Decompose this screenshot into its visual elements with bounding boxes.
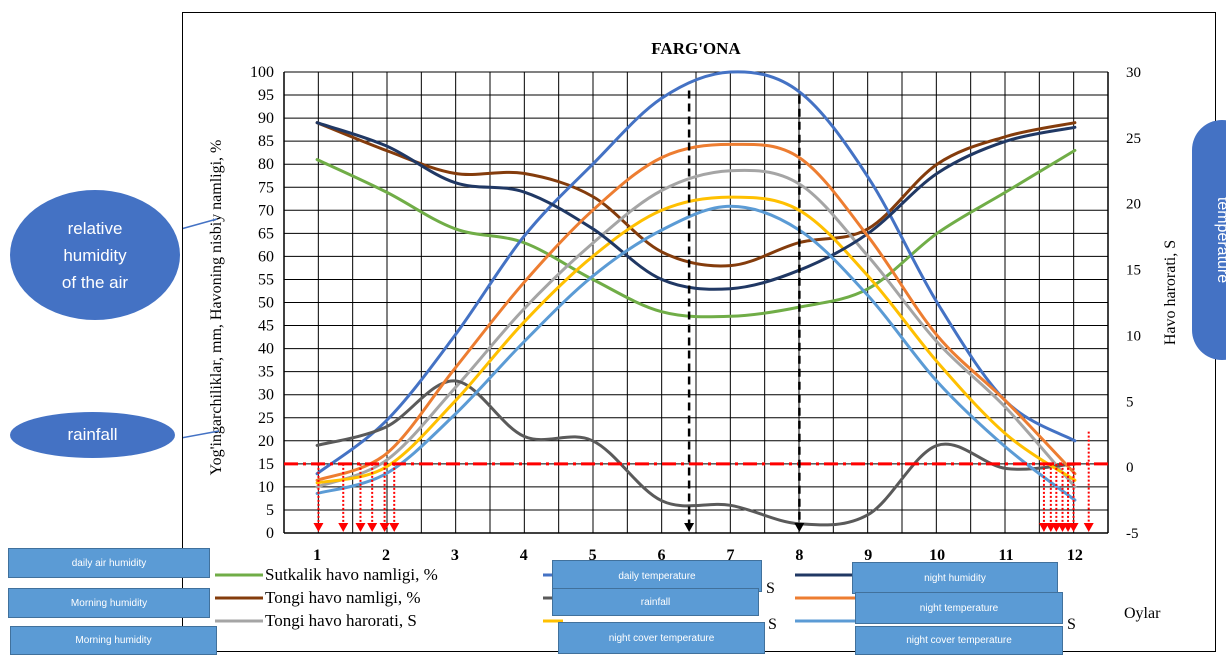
y-tick-label-left: 35 bbox=[258, 364, 274, 381]
legend-fragment: S bbox=[766, 580, 775, 597]
legend-label: Tongi havo namligi, % bbox=[265, 588, 421, 607]
legend-label: Sutkalik havo namligi, % bbox=[265, 565, 438, 584]
x-tick-label: 9 bbox=[864, 547, 872, 564]
x-tick-label: 5 bbox=[589, 547, 597, 564]
y-tick-label-right: 0 bbox=[1126, 460, 1134, 476]
x-tick-label: 3 bbox=[451, 547, 459, 564]
x-tick-label: 4 bbox=[520, 547, 528, 564]
tag-night-cover-temperature: night cover temperature bbox=[855, 626, 1063, 655]
y-tick-label-left: 40 bbox=[258, 341, 274, 358]
y-tick-label-right: 20 bbox=[1126, 197, 1141, 213]
y-tick-label-left: 20 bbox=[258, 433, 274, 450]
rainfall-bubble-label: rainfall bbox=[67, 425, 118, 444]
rainfall-arrowhead bbox=[313, 523, 324, 532]
tag-morning-humidity: Morning humidity bbox=[8, 588, 210, 618]
legend-fragment: S bbox=[768, 616, 777, 633]
chart-title: FARG'ONA bbox=[651, 39, 741, 58]
y-tick-label-left: 65 bbox=[258, 225, 274, 242]
y-tick-label-left: 15 bbox=[258, 456, 274, 473]
series-line-7 bbox=[315, 142, 1077, 482]
x-axis-label: Oylar bbox=[1124, 605, 1161, 622]
y-tick-label-right: 5 bbox=[1126, 394, 1134, 410]
y-tick-label-left: 85 bbox=[258, 133, 274, 150]
series-line-8 bbox=[315, 204, 1077, 502]
black-marker-arrowhead bbox=[684, 523, 695, 532]
series-line-0 bbox=[315, 148, 1077, 319]
relative-humidity-bubble-line: humidity bbox=[63, 245, 127, 265]
tag-morning-humidity: Morning humidity bbox=[10, 626, 217, 655]
rainfall-arrowhead bbox=[367, 523, 378, 532]
tag-rainfall: rainfall bbox=[552, 588, 759, 616]
y-tick-label-left: 55 bbox=[258, 271, 274, 288]
tag-daily-air-humidity: daily air humidity bbox=[8, 548, 210, 578]
x-tick-label: 11 bbox=[998, 547, 1013, 564]
x-tick-label: 1 bbox=[313, 547, 321, 564]
series-line-1 bbox=[315, 121, 1077, 268]
x-tick-label: 7 bbox=[726, 547, 734, 564]
y-tick-label-right: 25 bbox=[1126, 131, 1141, 147]
y-axis-label-left: Yog'ingarchiliklar, mm, Havoning nisbiy … bbox=[208, 140, 225, 476]
rainfall-arrowhead bbox=[389, 523, 400, 532]
series-line-4 bbox=[315, 379, 1077, 527]
rainfall-connector bbox=[183, 430, 220, 439]
y-tick-label-left: 45 bbox=[258, 318, 274, 335]
y-tick-label-left: 100 bbox=[250, 64, 274, 81]
temperature-bubble-label: temperature bbox=[1214, 196, 1226, 284]
y-tick-label-left: 80 bbox=[258, 156, 274, 173]
y-tick-label-left: 30 bbox=[258, 387, 274, 404]
tag-night-temperature: night temperature bbox=[855, 592, 1063, 624]
legend-fragment: S bbox=[1067, 616, 1076, 633]
y-tick-label-right: 10 bbox=[1126, 328, 1141, 344]
rainfall-arrowhead bbox=[355, 523, 366, 532]
rainfall-arrowhead bbox=[379, 523, 390, 532]
rainfall-arrowhead bbox=[1083, 523, 1094, 532]
y-tick-label-right: -5 bbox=[1126, 526, 1139, 542]
series-line-6 bbox=[315, 121, 1077, 291]
temperature-bubble: temperature bbox=[1192, 120, 1226, 360]
rainfall-bubble: rainfall bbox=[10, 412, 175, 458]
y-tick-label-left: 75 bbox=[258, 179, 274, 196]
rainfall-arrowhead bbox=[1068, 523, 1079, 532]
relative-humidity-bubble: relative humidity of the air bbox=[10, 190, 180, 320]
y-tick-label-right: 30 bbox=[1126, 65, 1141, 81]
chart-frame: 0 5 10 15 20 25 30 35 40 45 50 55 60 65 70 75 80 85 90 95 10… bbox=[182, 12, 1216, 652]
tag-night-cover-temperature: night cover temperature bbox=[558, 622, 765, 654]
series-line-3 bbox=[315, 70, 1077, 476]
y-tick-label-right: 15 bbox=[1126, 263, 1141, 279]
y-tick-label-left: 25 bbox=[258, 410, 274, 427]
tag-night-humidity: night humidity bbox=[852, 562, 1058, 594]
x-tick-label: 8 bbox=[795, 547, 803, 564]
relative-humidity-bubble-line: of the air bbox=[61, 272, 129, 292]
rainfall-arrowhead bbox=[1038, 523, 1049, 532]
rainfall-arrowhead bbox=[338, 523, 349, 532]
y-tick-label-left: 70 bbox=[258, 202, 274, 219]
y-tick-label-left: 60 bbox=[258, 248, 274, 265]
y-tick-label-left: 0 bbox=[266, 525, 274, 542]
black-marker-arrowhead bbox=[794, 523, 805, 532]
x-tick-label: 10 bbox=[929, 547, 945, 564]
legend-label: Tongi havo harorati, S bbox=[265, 611, 417, 630]
y-tick-label-left: 90 bbox=[258, 110, 274, 127]
x-tick-label: 6 bbox=[658, 547, 666, 564]
y-tick-label-left: 10 bbox=[258, 479, 274, 496]
series-line-5 bbox=[315, 195, 1077, 485]
y-tick-label-left: 5 bbox=[266, 502, 274, 519]
tag-daily-temperature: daily temperature bbox=[552, 560, 762, 592]
y-tick-label-left: 95 bbox=[258, 87, 274, 104]
series-line-2 bbox=[315, 168, 1077, 489]
humidity-connector bbox=[183, 218, 218, 230]
x-tick-label: 12 bbox=[1067, 547, 1083, 564]
y-tick-label-left: 50 bbox=[258, 295, 274, 312]
chart-svg: 0510152025303540455055606570758085909510… bbox=[183, 39, 1179, 633]
x-tick-label: 2 bbox=[382, 547, 390, 564]
y-axis-label-right: Havo harorati, S bbox=[1162, 240, 1179, 345]
relative-humidity-bubble-line: relative bbox=[67, 218, 123, 238]
